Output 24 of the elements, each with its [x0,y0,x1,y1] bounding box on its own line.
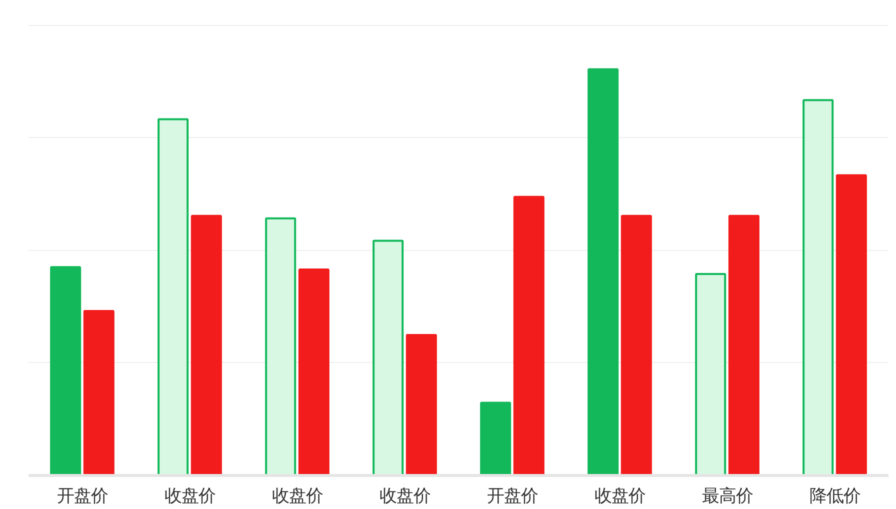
bar [802,99,834,476]
bar [265,217,296,476]
x-tick-label: 最高价 [702,486,753,506]
bar [695,273,726,476]
bar [480,402,512,476]
bar [836,174,867,476]
bar [406,334,437,476]
bar [513,196,544,476]
bar [372,240,404,476]
x-tick-label: 降低价 [809,486,860,506]
x-tick-label: 收盘价 [164,486,216,506]
x-tick-label: 收盘价 [379,486,430,506]
bar [50,266,82,476]
bar [158,118,189,476]
x-tick-label: 开盘价 [486,486,538,506]
bar [620,214,652,476]
bar [298,268,330,476]
bar [588,68,619,476]
bar [190,214,222,476]
bar [83,310,114,476]
x-tick-label: 收盘价 [272,486,323,506]
x-tick-label: 收盘价 [594,486,646,506]
x-tick-label: 开盘价 [56,486,108,506]
bar [728,214,760,476]
